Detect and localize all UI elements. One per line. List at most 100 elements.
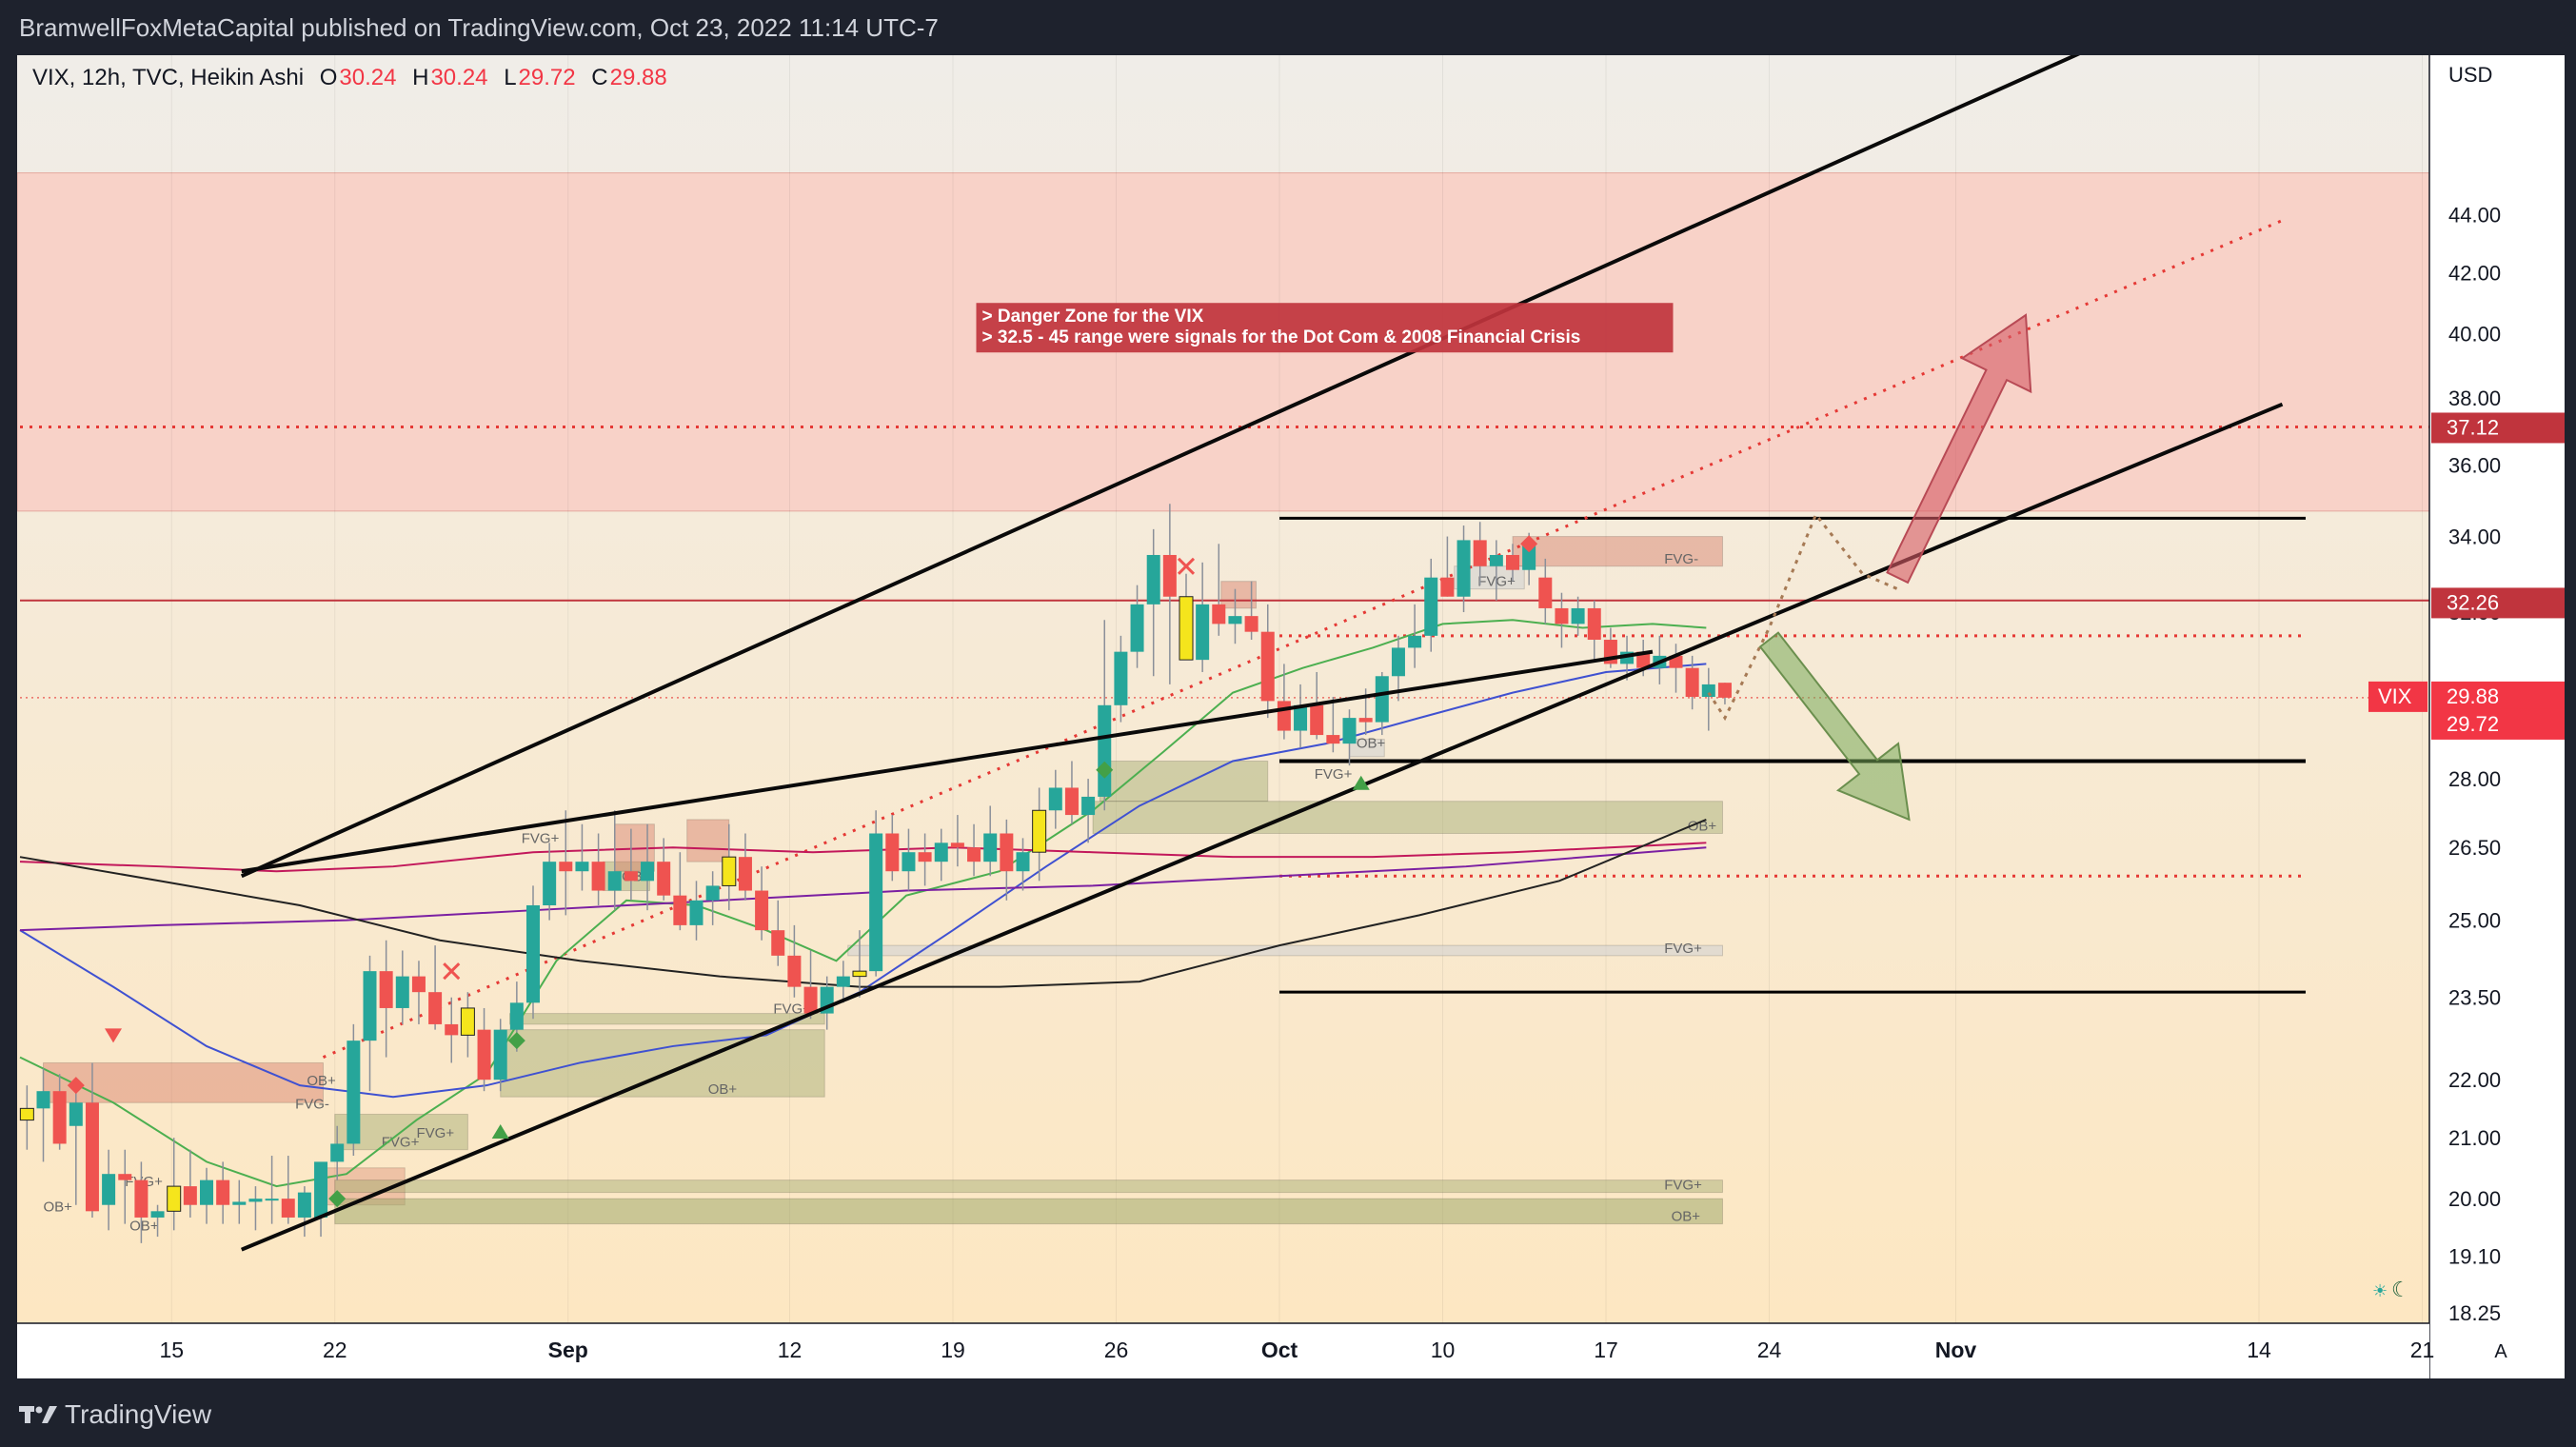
time-tick-label: 24 (1757, 1338, 1782, 1362)
candle-body (591, 862, 605, 891)
chart-frame[interactable]: FVG+ OB+ OB+ FVG+ FVG+ OB+ FVG- FVG+ OB+ FVG- FVG+… (17, 55, 2565, 1378)
moon-icon: ☾ (2391, 1279, 2410, 1302)
candle-body (102, 1174, 116, 1205)
annotation-text: > 32.5 - 45 range were signals for the D… (982, 327, 1581, 347)
candle-body (705, 885, 720, 901)
high-value: 30.24 (430, 65, 488, 90)
time-tick-label: Oct (1261, 1338, 1298, 1362)
price-tick-label: 36.00 (2448, 454, 2501, 478)
candle-body (347, 1041, 361, 1144)
signal-diamond (1520, 535, 1538, 553)
signal-diamond (507, 1032, 525, 1050)
candle-body (624, 871, 638, 882)
candle-body (118, 1174, 132, 1180)
candle-body (1162, 554, 1177, 597)
zone-box (334, 1198, 1723, 1225)
candle-body (297, 1192, 311, 1218)
candle-body (1277, 701, 1291, 731)
candle-body (983, 833, 998, 862)
sun-icon: ☀ (2372, 1281, 2388, 1301)
candle-body (1310, 704, 1324, 736)
price-tick-label: 25.00 (2448, 909, 2501, 933)
candle-body (1228, 616, 1242, 624)
price-chart[interactable]: FVG+OB+OB+FVG+FVG+OB+FVG-FVG+OB+FVG-FVG+… (17, 55, 2565, 1378)
zone-label: OB+ (1688, 818, 1717, 834)
price-tick-label: 34.00 (2448, 525, 2501, 549)
zone-box (43, 1061, 324, 1103)
zone-label: OB+ (44, 1199, 73, 1215)
candle-body (657, 862, 671, 896)
symbol-tag-label: VIX (2378, 684, 2412, 708)
low-value: 29.72 (518, 65, 576, 90)
bearish-arrow (1758, 631, 1911, 822)
candle-body (183, 1186, 197, 1205)
candle-body (200, 1179, 213, 1205)
tradingview-logo[interactable]: TradingView (19, 1399, 211, 1430)
candle-body (1358, 718, 1373, 723)
symbol-info: VIX, 12h, TVC, Heikin Ashi (32, 65, 305, 90)
zone-label: FVG+ (417, 1125, 455, 1141)
candle-body (852, 970, 867, 978)
ohlc-legend: VIX, 12h, TVC, Heikin Ashi O30.24 H30.24… (32, 65, 667, 91)
candle-body (1555, 607, 1569, 624)
candle-body (232, 1201, 247, 1205)
time-tick-label: Nov (1935, 1338, 1977, 1362)
trend-channel-line (240, 402, 2284, 1252)
candle-body (869, 833, 883, 972)
candle-body (134, 1179, 149, 1218)
tradingview-logo-icon (19, 1406, 57, 1423)
time-tick-label: 12 (778, 1338, 803, 1362)
candle-body (1048, 787, 1062, 811)
candle-body (1571, 607, 1585, 624)
signal-x-marker (443, 962, 461, 981)
low-label: L (504, 65, 517, 90)
candle-body (1587, 607, 1601, 641)
candle-body (575, 862, 589, 872)
candle-body (330, 1143, 345, 1162)
signal-x-marker (1177, 557, 1196, 575)
candle-body (379, 971, 393, 1008)
close-label: C (591, 65, 608, 90)
candle-body (787, 955, 802, 987)
candle-body (803, 986, 818, 1014)
candle-body (1179, 596, 1194, 661)
projection-path (1707, 511, 1898, 722)
time-tick-label: 17 (1594, 1338, 1618, 1362)
zone-label: FVG+ (1664, 1178, 1702, 1194)
time-tick-label: 22 (323, 1338, 347, 1362)
brand-name: TradingView (65, 1399, 212, 1429)
candle-body (1244, 616, 1258, 632)
zone-box (509, 1013, 825, 1025)
candle-body (1636, 651, 1651, 668)
candle-body (411, 976, 426, 993)
candle-body (641, 862, 655, 882)
candle-body (265, 1199, 279, 1201)
candle-body (1701, 684, 1715, 698)
moving-average-line (19, 842, 1707, 873)
price-tick-label: 19.10 (2448, 1245, 2501, 1269)
candle-body (363, 971, 377, 1041)
candle-body (1146, 554, 1160, 605)
candle-body (1440, 577, 1455, 597)
auto-scale-button[interactable]: A (2487, 1338, 2515, 1366)
zone-label: FVG- (1664, 551, 1698, 567)
zone-label: FVG- (295, 1096, 329, 1112)
candle-body (1196, 604, 1210, 661)
zone-label: OB+ (1672, 1209, 1701, 1225)
signal-diamond (67, 1077, 85, 1095)
candle-body (1326, 735, 1340, 744)
annotation-text: > Danger Zone for the VIX (982, 307, 1204, 327)
candle-body (526, 904, 540, 1003)
candle-body (559, 862, 573, 872)
candle-body (477, 1029, 491, 1080)
candle-body (543, 862, 557, 905)
candle-body (36, 1091, 50, 1109)
time-tick-label: 19 (941, 1338, 965, 1362)
time-tick-label: Sep (548, 1338, 588, 1362)
time-tick-label: 14 (2247, 1338, 2271, 1362)
zone-box (500, 1029, 825, 1098)
candle-body (1717, 683, 1732, 698)
candle-body (722, 856, 737, 886)
zone-label: OB+ (1357, 736, 1386, 752)
candle-body (395, 976, 409, 1008)
